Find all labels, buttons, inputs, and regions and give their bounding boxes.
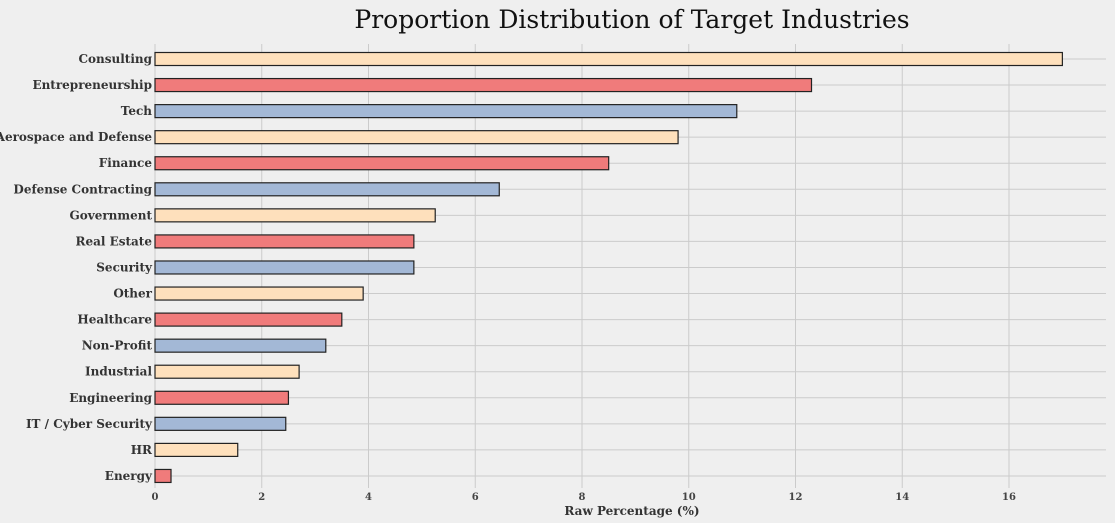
x-tick-labels: 0 2 4 6 8 10 12 14 16 bbox=[152, 492, 1016, 503]
category-label: Finance bbox=[99, 156, 153, 170]
category-label: Entrepreneurship bbox=[32, 78, 152, 92]
bar-defense-contracting bbox=[154, 182, 500, 197]
category-label: Government bbox=[69, 208, 152, 222]
bar-healthcare bbox=[154, 312, 343, 327]
x-tick-label: 10 bbox=[682, 492, 696, 503]
bars bbox=[154, 51, 1063, 484]
category-label: Non-Profit bbox=[82, 339, 153, 353]
bar-real-estate bbox=[154, 234, 415, 249]
category-label: IT / Cyber Security bbox=[26, 417, 153, 431]
bar-finance bbox=[154, 156, 610, 171]
bar-consulting bbox=[154, 51, 1063, 67]
bar-non-profit bbox=[154, 338, 327, 353]
category-label: Security bbox=[96, 260, 153, 274]
x-axis-label: Raw Percentage (%) bbox=[564, 504, 699, 518]
category-label: Tech bbox=[121, 104, 152, 118]
bar-engineering bbox=[154, 390, 290, 405]
category-label: Healthcare bbox=[77, 313, 152, 327]
bar-other bbox=[154, 286, 364, 301]
x-tick-label: 0 bbox=[152, 492, 159, 503]
category-label: Aerospace and Defense bbox=[0, 130, 152, 144]
x-tick-label: 4 bbox=[365, 492, 372, 503]
category-label: Energy bbox=[105, 469, 153, 483]
category-label: Industrial bbox=[85, 365, 152, 379]
bar-aerospace-and-defense bbox=[154, 130, 679, 145]
bar-hr bbox=[154, 442, 239, 457]
x-tick-label: 8 bbox=[579, 492, 586, 503]
x-tick-label: 14 bbox=[895, 492, 909, 503]
bar-entrepreneurship bbox=[154, 77, 813, 93]
bar-tech bbox=[154, 104, 738, 119]
category-label: Engineering bbox=[69, 391, 152, 405]
bar-it-cyber-security bbox=[154, 416, 287, 431]
category-label: Other bbox=[113, 287, 152, 301]
bar-industrial bbox=[154, 364, 300, 379]
chart-title: Proportion Distribution of Target Indust… bbox=[354, 5, 909, 34]
x-tick-label: 6 bbox=[472, 492, 479, 503]
category-label: HR bbox=[131, 443, 153, 457]
x-tick-label: 12 bbox=[789, 492, 803, 503]
x-tick-label: 16 bbox=[1002, 492, 1016, 503]
x-tick-label: 2 bbox=[258, 492, 265, 503]
bar-government bbox=[154, 208, 436, 223]
bar-energy bbox=[154, 468, 172, 484]
category-label: Real Estate bbox=[75, 234, 152, 248]
category-labels: Consulting Entrepreneurship Tech Aerospace … bbox=[0, 52, 153, 483]
category-label: Consulting bbox=[78, 52, 152, 66]
bar-security bbox=[154, 260, 415, 275]
category-label: Defense Contracting bbox=[13, 182, 152, 196]
